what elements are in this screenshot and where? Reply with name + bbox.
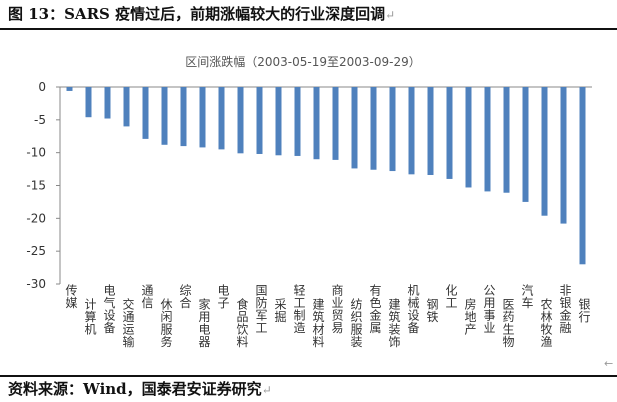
y-tick-label: -25	[26, 244, 46, 258]
x-tick-label: 化工	[445, 284, 457, 311]
bar-纺织服装	[351, 87, 358, 169]
x-tick-label: 采掘	[274, 298, 286, 325]
x-tick-label: 银行	[578, 298, 590, 325]
x-tick-label: 钢铁	[426, 298, 438, 325]
x-tick-label: 国防军工	[255, 284, 267, 336]
x-tick-label: 休闲服务	[160, 298, 172, 350]
x-tick-label: 传媒	[65, 283, 77, 311]
source-note: 资料来源：Wind，国泰君安证券研究↵	[8, 378, 272, 399]
bar-钢铁	[427, 87, 434, 175]
top-rule	[0, 28, 617, 30]
bar-非银金融	[560, 87, 567, 224]
bar-国防军工	[256, 87, 263, 154]
x-tick-label: 公用事业	[483, 284, 495, 336]
y-tick-label: -20	[26, 211, 46, 225]
bar-农林牧渔	[541, 87, 548, 216]
x-tick-label: 非银金融	[559, 284, 571, 336]
x-tick-label: 房地产	[464, 297, 476, 337]
x-tick-label: 家用电器	[198, 297, 210, 350]
y-tick-label: -30	[26, 277, 46, 291]
corner-mark-icon: ←	[604, 357, 614, 370]
bottom-rule	[0, 375, 617, 377]
source-text: 资料来源：Wind，国泰君安证券研究	[8, 380, 262, 398]
bar-采掘	[275, 87, 282, 156]
x-tick-label: 计算机	[84, 298, 96, 337]
bar-医药生物	[503, 87, 510, 193]
paragraph-mark-icon: ↵	[261, 383, 272, 397]
y-tick-label: -5	[34, 113, 46, 127]
figure-title-text: 图 13：SARS 疫情过后，前期涨幅较大的行业深度回调	[8, 5, 386, 23]
bar-化工	[446, 87, 453, 179]
bar-计算机	[85, 87, 92, 118]
bar-公用事业	[484, 87, 491, 192]
bar-交通运输	[123, 87, 130, 127]
x-tick-label: 交通运输	[122, 297, 134, 350]
y-tick-label: 0	[38, 80, 46, 94]
bar-电气设备	[104, 87, 111, 119]
y-tick-label: -15	[26, 179, 46, 193]
bar-chart: 区间涨跌幅（2003-05-19至2003-09-29） 0 -5 -10 -15 -2…	[26, 54, 592, 350]
x-tick-label: 有色金属	[369, 284, 381, 336]
x-tick-label: 电子	[217, 284, 229, 311]
x-tick-label: 轻工制造	[293, 284, 305, 336]
bar-建筑材料	[313, 87, 320, 160]
bar-商业贸易	[332, 87, 339, 160]
x-tick-label: 商业贸易	[331, 283, 343, 336]
x-tick-label: 建筑材料	[312, 298, 324, 350]
x-tick-label: 纺织服装	[350, 298, 362, 350]
bar-通信	[142, 87, 149, 139]
x-tick-label: 医药生物	[502, 298, 514, 350]
x-tick-label: 电气设备	[103, 284, 115, 336]
bar-汽车	[522, 87, 529, 202]
bar-银行	[579, 87, 586, 265]
bar-房地产	[465, 87, 472, 188]
figure-title: 图 13：SARS 疫情过后，前期涨幅较大的行业深度回调↵	[8, 3, 395, 24]
bar-机械设备	[408, 87, 415, 175]
bar-家用电器	[199, 87, 206, 148]
bar-休闲服务	[161, 87, 168, 145]
y-tick-label: -10	[26, 146, 46, 160]
bar-食品饮料	[237, 87, 244, 154]
bar-建筑装饰	[389, 87, 396, 172]
x-tick-label: 农林牧渔	[540, 298, 552, 350]
y-axis: 0 -5 -10 -15 -20 -25 -30	[26, 80, 592, 291]
bar-电子	[218, 87, 225, 150]
bar-轻工制造	[294, 87, 301, 156]
x-tick-label: 机械设备	[407, 284, 419, 336]
paragraph-mark-icon: ↵	[385, 8, 396, 22]
x-tick-label: 食品饮料	[236, 297, 248, 350]
chart-title: 区间涨跌幅（2003-05-19至2003-09-29）	[185, 54, 420, 69]
bar-有色金属	[370, 87, 377, 170]
bars-group	[66, 87, 586, 265]
bar-传媒	[66, 87, 73, 91]
bar-综合	[180, 87, 187, 147]
x-tick-label: 汽车	[521, 283, 533, 311]
x-tick-label: 建筑装饰	[388, 298, 400, 350]
x-tick-label: 通信	[141, 284, 153, 311]
x-tick-label: 综合	[179, 284, 191, 311]
